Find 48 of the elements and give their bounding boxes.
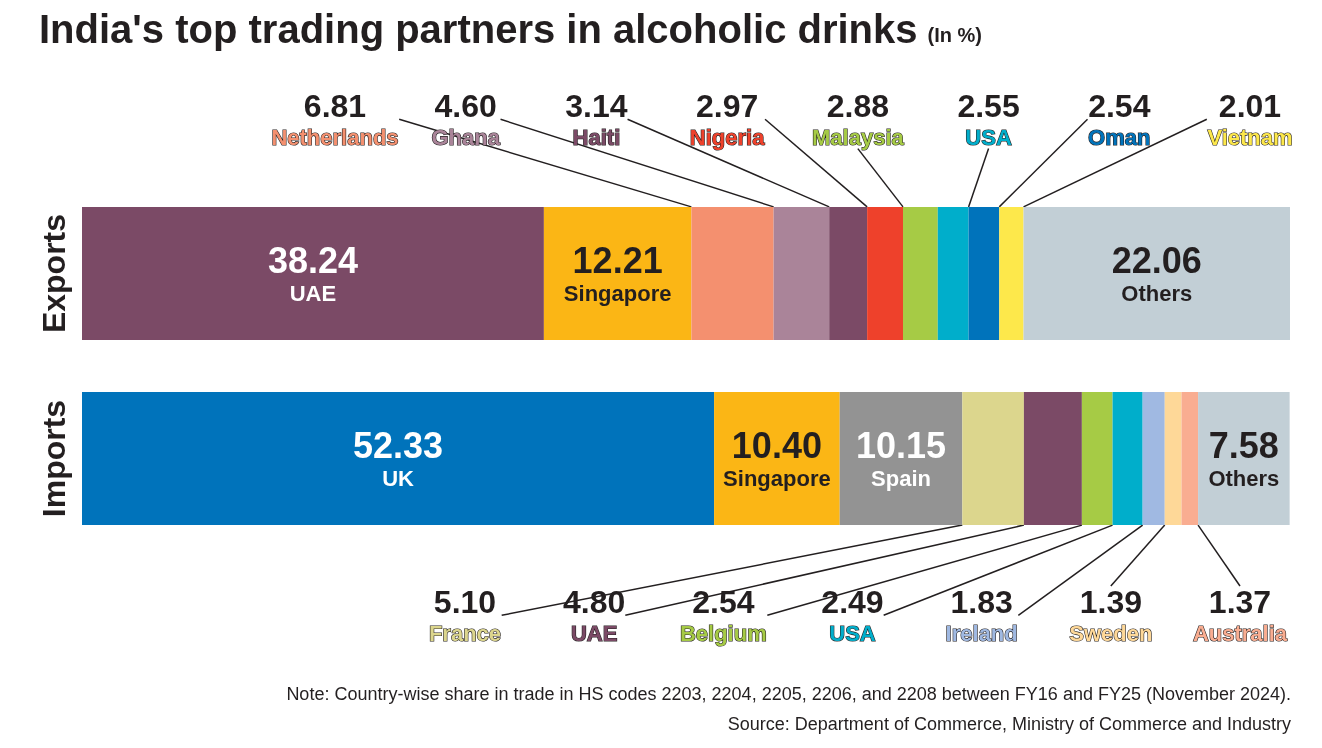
data-label: 1.39 <box>1079 584 1142 620</box>
data-label: 2.97 <box>696 88 759 124</box>
data-label: 38.24 <box>267 240 358 281</box>
data-label: 2.88 <box>826 88 889 124</box>
y-tick-label: Exports <box>36 213 72 334</box>
data-label: 1.83 <box>950 584 1013 620</box>
series-label: Others <box>1121 281 1193 306</box>
text: Belgium <box>679 620 767 646</box>
data-label: 6.81 <box>303 88 367 124</box>
text: Ireland <box>945 620 1018 646</box>
data-label: 52.33 <box>352 425 444 466</box>
source-note: Source: Department of Commerce, Ministry of Commerce and Industry <box>727 714 1292 734</box>
series-label: Singapore <box>563 281 672 306</box>
text: USA <box>829 620 876 646</box>
data-label: 7.58 <box>1208 425 1279 466</box>
series-label: Spain <box>871 466 931 491</box>
text: Australia <box>1192 620 1288 646</box>
data-label: 10.40 <box>731 425 822 466</box>
data-label: 4.60 <box>434 88 497 124</box>
y-tick-label: Imports <box>36 399 72 518</box>
text: France <box>428 620 502 646</box>
text: Nigeria <box>689 124 766 150</box>
series-label: UK <box>382 466 415 491</box>
text: Vietnam <box>1207 124 1293 150</box>
data-label: 2.54 <box>1088 88 1151 124</box>
series-label: UAE <box>289 281 337 306</box>
data-label: 2.55 <box>957 88 1020 124</box>
data-label: 22.06 <box>1111 240 1202 281</box>
text: Oman <box>1088 124 1151 150</box>
data-label: 2.01 <box>1218 88 1282 124</box>
text: USA <box>965 124 1012 150</box>
text: Haiti <box>572 124 621 150</box>
text: Note: Country-wise share in trade in HS codes 2203, 2204, 2205, 2206, and 2208 between FY16 and FY25 (November 2024). <box>286 684 1291 704</box>
text: Sweden <box>1069 620 1153 646</box>
data-label: 3.14 <box>565 88 628 124</box>
data-label: 10.15 <box>855 425 947 466</box>
series-label: Singapore <box>723 466 831 491</box>
data-label: 2.49 <box>821 584 884 620</box>
text: Netherlands <box>271 124 399 150</box>
data-label: 1.37 <box>1208 584 1272 620</box>
chart-title: India's top trading partners in alcoholic drinks <box>39 7 918 51</box>
text: UAE <box>570 620 618 646</box>
chart-subtitle: (In %) <box>927 24 982 46</box>
series-label: Others <box>1208 466 1280 491</box>
data-label: 5.10 <box>433 584 497 620</box>
text: Malaysia <box>811 124 905 150</box>
data-label: 2.54 <box>692 584 755 620</box>
data-label: 12.21 <box>572 240 663 281</box>
